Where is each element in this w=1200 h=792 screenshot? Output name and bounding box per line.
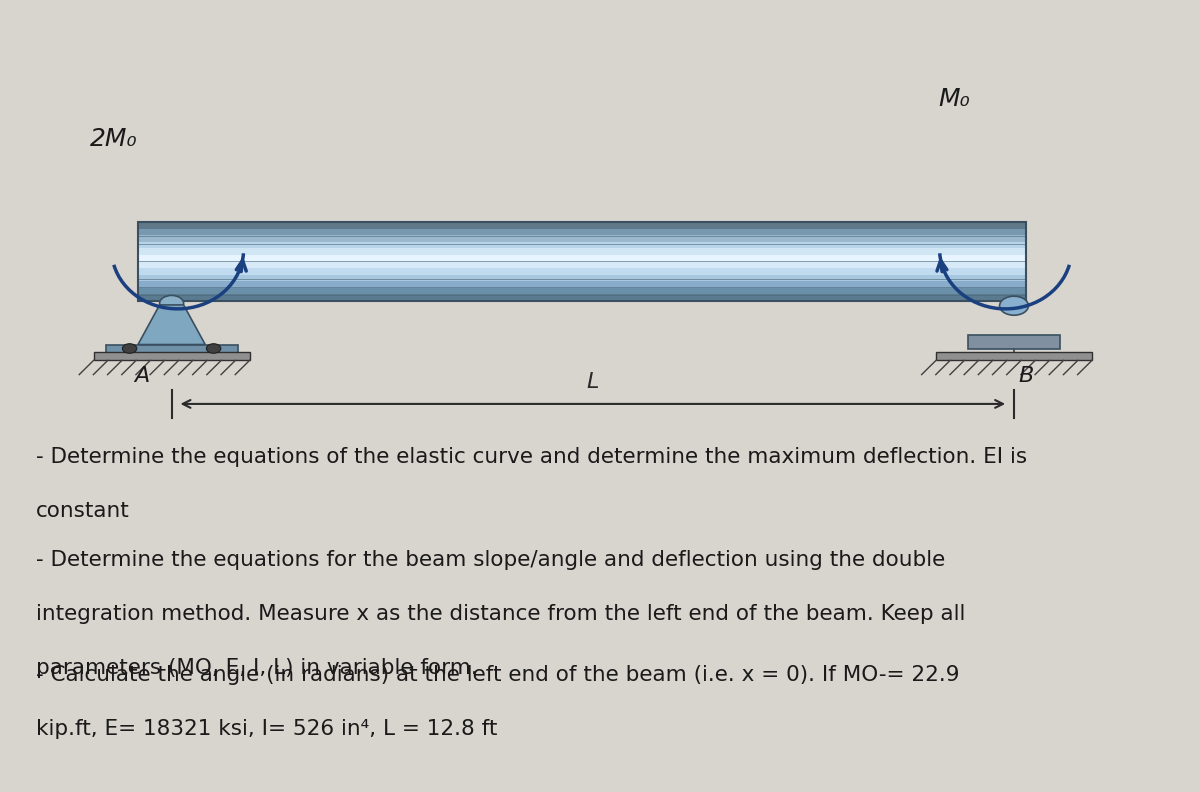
Text: - Determine the equations for the beam slope/angle and deflection using the doub: - Determine the equations for the beam s…: [36, 550, 946, 570]
Bar: [138, 261, 1026, 268]
Text: constant: constant: [36, 501, 130, 521]
Text: - Determine the equations of the elastic curve and determine the maximum deflect: - Determine the equations of the elastic…: [36, 447, 1027, 467]
Circle shape: [160, 295, 184, 311]
Text: parameters (MO, E, I, L) in variable form.: parameters (MO, E, I, L) in variable for…: [36, 658, 478, 678]
Bar: [138, 248, 1026, 255]
Circle shape: [1000, 296, 1028, 315]
Bar: [138, 222, 1026, 301]
Text: 2M₀: 2M₀: [90, 127, 138, 150]
Bar: [968, 335, 1060, 349]
Polygon shape: [138, 305, 205, 345]
Circle shape: [122, 344, 137, 353]
Bar: [138, 287, 1026, 295]
Bar: [138, 295, 1026, 301]
Bar: [138, 255, 1026, 261]
Bar: [936, 352, 1092, 360]
Bar: [138, 222, 1026, 228]
Text: B: B: [1019, 366, 1033, 386]
Text: integration method. Measure x as the distance from the left end of the beam. Kee: integration method. Measure x as the dis…: [36, 604, 965, 624]
Text: A: A: [134, 366, 149, 386]
Text: M₀: M₀: [938, 87, 970, 111]
Bar: [138, 235, 1026, 242]
Bar: [138, 242, 1026, 248]
Circle shape: [206, 344, 221, 353]
Text: - Calculate the angle (in radians) at the left end of the beam (i.e. x = 0). If : - Calculate the angle (in radians) at th…: [36, 665, 960, 685]
Bar: [106, 345, 238, 354]
Text: kip.ft, E= 18321 ksi, I= 526 in⁴, L = 12.8 ft: kip.ft, E= 18321 ksi, I= 526 in⁴, L = 12…: [36, 719, 497, 739]
Bar: [138, 228, 1026, 235]
Bar: [138, 275, 1026, 281]
Bar: [138, 281, 1026, 287]
Bar: [138, 268, 1026, 275]
Bar: [94, 352, 250, 360]
Text: L: L: [587, 372, 599, 392]
